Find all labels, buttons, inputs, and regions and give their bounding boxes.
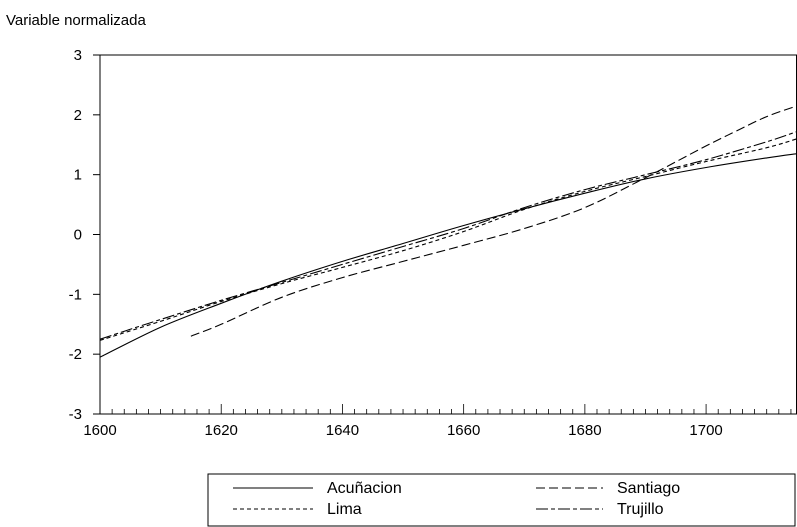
y-tick-label: 2	[74, 107, 82, 124]
x-tick-label: 1600	[83, 422, 116, 439]
x-tick-label: 1640	[326, 422, 359, 439]
series-line-lima	[100, 138, 797, 341]
legend-label: Lima	[327, 501, 362, 518]
axis-ticks	[93, 54, 792, 415]
legend-label: Santiago	[617, 480, 680, 497]
legend-label: Acuñacion	[327, 480, 402, 497]
y-tick-label: 1	[74, 167, 82, 184]
plot-frame	[99, 54, 797, 415]
y-axis-title: Variable normalizada	[6, 12, 146, 29]
legend-label: Trujillo	[617, 501, 664, 518]
x-tick-label: 1680	[568, 422, 601, 439]
y-tick-label: -1	[69, 286, 82, 303]
legend: Acuñacion Santiago Lima Trujillo	[207, 473, 796, 527]
x-tick-label: 1660	[447, 422, 480, 439]
series-line-acuñacion	[100, 153, 797, 358]
legend-box	[207, 473, 796, 527]
y-tick-label: 0	[74, 227, 82, 244]
series-line-santiago	[190, 105, 797, 337]
series-line-trujillo	[100, 131, 797, 340]
y-tick-label: -3	[69, 406, 82, 423]
y-tick-label: 3	[74, 47, 82, 64]
y-tick-label: -2	[69, 346, 82, 363]
plot-border	[99, 54, 797, 415]
x-tick-label: 1700	[689, 422, 722, 439]
series-lines	[100, 105, 797, 358]
x-tick-label: 1620	[205, 422, 238, 439]
